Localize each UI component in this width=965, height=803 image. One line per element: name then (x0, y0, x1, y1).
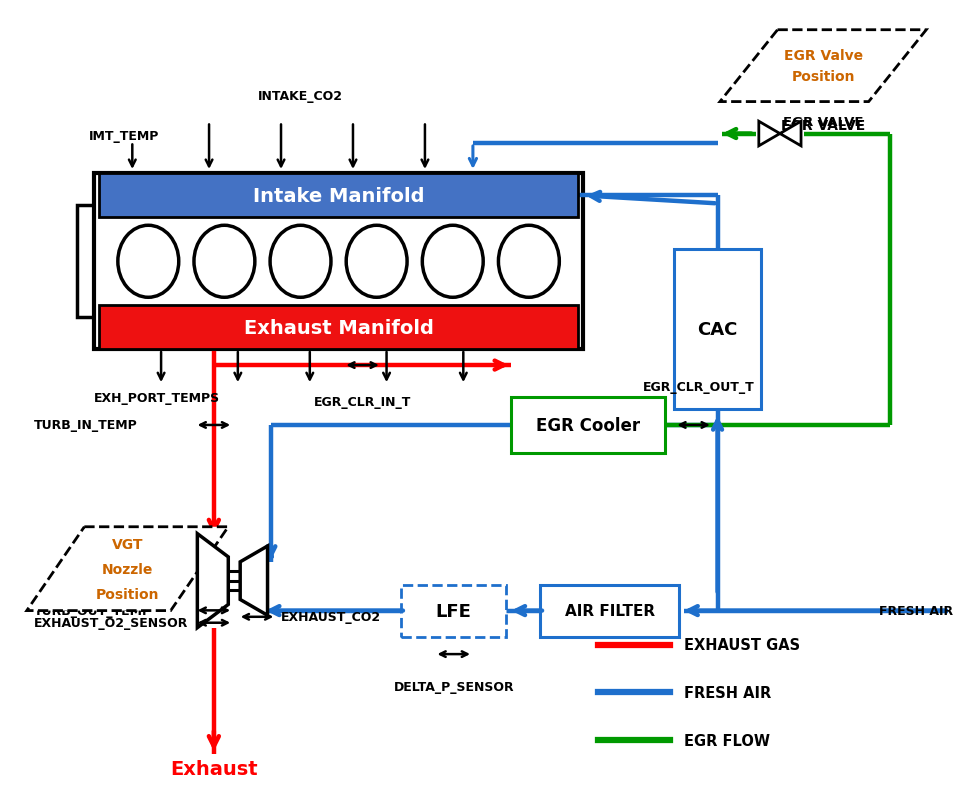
Bar (76, 206, 94, 318)
Polygon shape (198, 534, 229, 628)
Text: TURB_IN_TEMP: TURB_IN_TEMP (34, 419, 137, 432)
Text: EGR FLOW: EGR FLOW (684, 733, 770, 748)
Ellipse shape (194, 226, 255, 298)
Text: EXH_PORT_TEMPS: EXH_PORT_TEMPS (94, 392, 220, 405)
Bar (400, 585, 507, 637)
Bar (511, 397, 665, 454)
Text: Nozzle: Nozzle (102, 562, 153, 576)
Text: FRESH AIR: FRESH AIR (684, 685, 771, 700)
Polygon shape (240, 546, 267, 616)
Text: Exhaust: Exhaust (170, 759, 258, 778)
Ellipse shape (423, 226, 483, 298)
Text: LFE: LFE (436, 601, 472, 620)
Text: EGR_CLR_IN_T: EGR_CLR_IN_T (314, 396, 411, 409)
Text: IMT_TEMP: IMT_TEMP (89, 129, 159, 142)
Bar (98, 306, 578, 349)
Text: CAC: CAC (698, 320, 738, 339)
Bar (540, 585, 679, 637)
Text: EXHAUST_O2_SENSOR: EXHAUST_O2_SENSOR (34, 617, 188, 630)
Ellipse shape (499, 226, 560, 298)
Text: EXHAUST GAS: EXHAUST GAS (684, 638, 800, 652)
Text: EXHAUST_CO2: EXHAUST_CO2 (281, 610, 381, 623)
Bar (94, 174, 583, 349)
Text: EGR Cooler: EGR Cooler (536, 417, 640, 434)
Text: EGR VALVE: EGR VALVE (783, 116, 864, 129)
Text: EGR_CLR_OUT_T: EGR_CLR_OUT_T (643, 381, 755, 393)
Text: FRESH AIR: FRESH AIR (878, 605, 952, 618)
Text: Position: Position (791, 71, 855, 84)
Text: AIR FILTER: AIR FILTER (565, 603, 654, 618)
Text: Exhaust Manifold: Exhaust Manifold (243, 318, 433, 337)
Ellipse shape (270, 226, 331, 298)
Text: INTAKE_CO2: INTAKE_CO2 (258, 89, 343, 103)
Bar (98, 174, 578, 218)
Text: EGR Valve: EGR Valve (784, 49, 863, 63)
Ellipse shape (118, 226, 179, 298)
Polygon shape (720, 31, 926, 103)
Text: VGT: VGT (112, 537, 143, 551)
Bar (675, 250, 760, 410)
Text: EGR VALVE: EGR VALVE (781, 118, 866, 132)
Text: Intake Manifold: Intake Manifold (253, 186, 425, 206)
Ellipse shape (346, 226, 407, 298)
Polygon shape (27, 527, 229, 611)
Text: Position: Position (96, 587, 159, 601)
Polygon shape (758, 122, 801, 147)
Text: DELTA_P_SENSOR: DELTA_P_SENSOR (394, 681, 514, 694)
Text: TURB_OUT_TEMP: TURB_OUT_TEMP (34, 604, 152, 617)
